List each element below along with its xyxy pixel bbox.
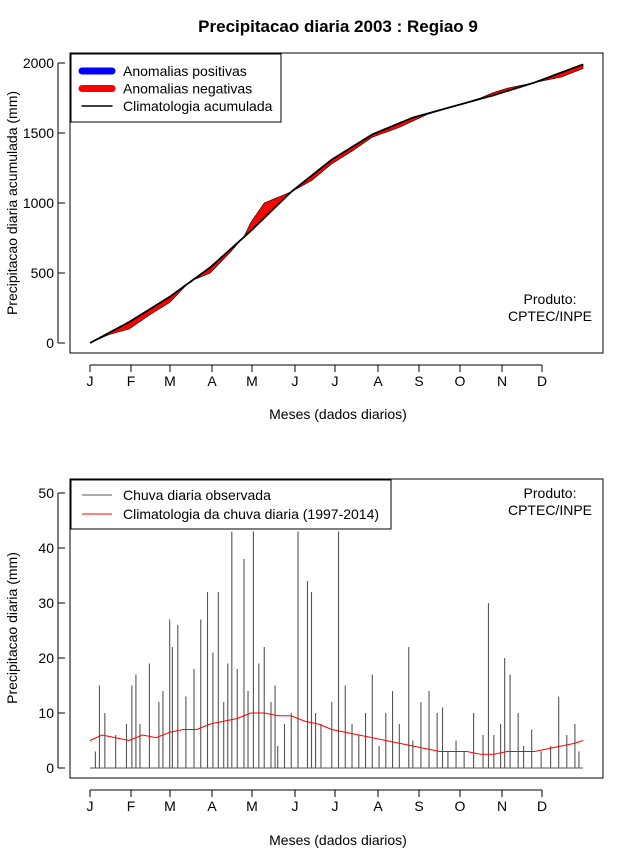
bottom-y-tick-label: 30 <box>38 595 54 611</box>
bottom-legend-label: Climatologia da chuva diaria (1997-2014) <box>123 506 379 522</box>
bottom-x-tick-label: N <box>497 798 507 814</box>
top-x-tick-label: N <box>497 373 507 389</box>
bottom-legend-label: Chuva diaria observada <box>123 487 271 503</box>
top-legend-label: Anomalias positivas <box>123 63 247 79</box>
bottom-y-tick-label: 50 <box>38 485 54 501</box>
top-x-tick-label: J <box>332 373 339 389</box>
top-plot-frame <box>69 52 604 354</box>
climatology-daily-line <box>89 712 584 755</box>
top-x-tick-label: A <box>373 373 383 389</box>
bottom-y-axis-label: Precipitacao diaria (mm) <box>4 552 20 704</box>
top-x-axis-label: Meses (dados diarios) <box>269 406 407 422</box>
top-y-tick-label: 1000 <box>23 195 54 211</box>
top-y-tick-label: 0 <box>46 335 54 351</box>
bottom-x-tick-label: J <box>332 798 339 814</box>
bottom-x-tick-label: J <box>87 798 94 814</box>
chart-title: Precipitacao diaria 2003 : Regiao 9 <box>198 17 478 36</box>
top-x-tick-label: M <box>246 373 258 389</box>
bottom-x-tick-label: O <box>455 798 466 814</box>
bottom-annotation-line1: Produto: <box>524 485 577 501</box>
bottom-x-tick-label: M <box>164 798 176 814</box>
climatology-cumulative-line <box>89 63 584 344</box>
bottom-x-tick-label: M <box>246 798 258 814</box>
bottom-x-tick-label: J <box>292 798 299 814</box>
bottom-x-tick-label: A <box>207 798 217 814</box>
bottom-plot-frame <box>69 478 604 779</box>
negative-anomaly-area <box>291 106 454 193</box>
top-x-tick-label: J <box>87 373 94 389</box>
top-y-tick-label: 2000 <box>23 55 54 71</box>
bottom-marks-group <box>89 531 584 769</box>
top-x-tick-label: A <box>207 373 217 389</box>
top-y-tick-label: 1500 <box>23 125 54 141</box>
bottom-x-tick-label: S <box>414 798 423 814</box>
bottom-y-tick-label: 20 <box>38 650 54 666</box>
bottom-x-tick-label: D <box>537 798 547 814</box>
bottom-y-tick-label: 0 <box>46 760 54 776</box>
bottom-y-tick-label: 40 <box>38 540 54 556</box>
top-x-tick-label: F <box>127 373 136 389</box>
bottom-x-tick-label: F <box>127 798 136 814</box>
bottom-x-axis-label: Meses (dados diarios) <box>269 832 407 848</box>
bottom-x-tick-label: A <box>373 798 383 814</box>
top-annotation-line2: CPTEC/INPE <box>508 308 592 324</box>
bottom-y-tick-label: 10 <box>38 705 54 721</box>
bottom-legend-box <box>70 479 392 530</box>
top-x-tick-label: S <box>414 373 423 389</box>
top-y-axis-label: Precipitacao diaria acumulada (mm) <box>4 91 20 315</box>
top-x-tick-label: J <box>292 373 299 389</box>
top-annotation-line1: Produto: <box>524 291 577 307</box>
top-legend-label: Climatologia acumulada <box>123 98 273 114</box>
top-x-tick-label: M <box>164 373 176 389</box>
top-y-tick-label: 500 <box>31 265 55 281</box>
bottom-annotation-line2: CPTEC/INPE <box>508 502 592 518</box>
top-legend-label: Anomalias negativas <box>123 81 252 97</box>
top-x-tick-label: O <box>455 373 466 389</box>
top-x-tick-label: D <box>537 373 547 389</box>
